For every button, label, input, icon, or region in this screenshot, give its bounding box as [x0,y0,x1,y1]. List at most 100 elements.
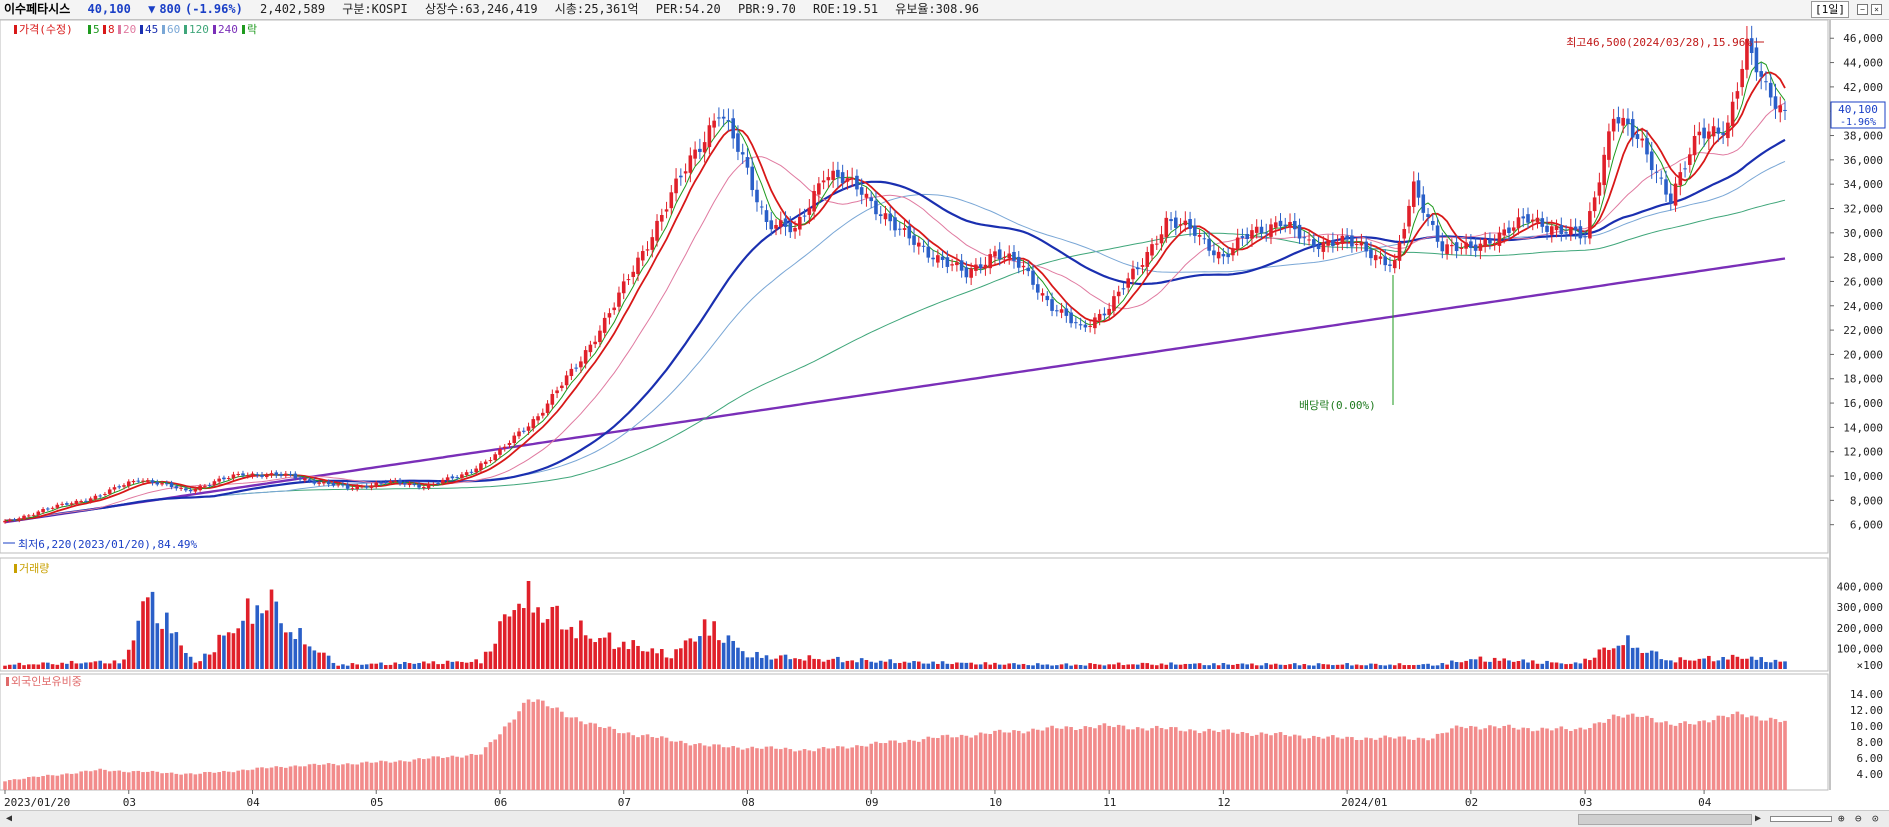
legend-marker [14,564,17,573]
candle [978,264,983,269]
foreign-bar [1321,738,1326,790]
volume-bar [1488,661,1492,669]
foreign-bar [1278,732,1283,790]
foreign-bar [759,748,764,790]
candle [1354,244,1359,246]
zoom-reset-icon[interactable]: ⊙ [1872,812,1879,825]
volume-bar [769,659,774,669]
volume-bar [1235,663,1240,669]
candle [788,222,793,233]
foreign-bar [1116,724,1121,790]
foreign-bar [450,755,455,790]
candle [588,344,593,353]
zoom-in-icon[interactable]: ⊕ [1838,812,1845,825]
volume-bar [736,647,740,669]
volume-bar [150,591,155,669]
candle [740,152,745,155]
volume-bar [131,640,136,669]
close-button[interactable]: × [1871,4,1882,15]
ma8-line [4,71,1786,522]
foreign-bar [441,757,445,790]
low-annotation: 최저6,220(2023/01/20),84.49% [18,538,198,551]
legend-label: 8 [108,23,115,36]
volume-bar [1016,664,1021,669]
volume-bar [474,659,478,669]
foreign-bar [1440,733,1445,790]
y-tick-label: 46,000 [1843,32,1883,45]
candle [1697,131,1702,136]
foreign-bar [840,746,845,790]
foreign-bar [1764,720,1768,790]
scroll-bar[interactable]: ◀ ▶ ⊕ ⊖ ⊙ [0,810,1889,827]
volume-bar [712,621,716,669]
foreign-bar [664,737,669,790]
y-tick-label: 24,000 [1843,300,1883,313]
volume-bar [579,620,583,669]
scroll-right-icon[interactable]: ▶ [1755,813,1762,824]
foreign-bar [398,760,402,790]
foreign-bar [893,740,897,790]
volume-bar [241,620,245,669]
foreign-bar [336,765,340,790]
candle [326,481,331,485]
foreign-bar [1588,727,1592,790]
volume-bar [393,662,398,669]
candle [1288,221,1292,228]
stock-name[interactable]: 이수페타시스 [4,2,71,16]
candle [1773,96,1778,109]
volume-bar [1226,664,1230,669]
stock-chart[interactable]: 6,000 8,000 10,000 12,000 14,000 16,000 18,000… [0,19,1889,810]
volume-bar [188,656,193,669]
period-selector[interactable]: [1일] [1811,1,1849,18]
zoom-slider[interactable] [1770,816,1832,822]
foreign-bar [1635,716,1640,790]
candle [745,157,750,168]
foreign-bar [1692,724,1697,790]
volume-bar [626,649,631,669]
volume-bar [983,662,988,669]
legend-marker [213,25,216,34]
candle [1745,39,1749,70]
volume-bar [326,655,331,669]
volume-bar [469,661,474,669]
candle [560,385,564,389]
volume-bar [1012,663,1016,669]
candle [1450,244,1454,247]
volume-bar [517,603,521,669]
candle [69,503,74,505]
volume-bar [1783,661,1787,669]
foreign-bar [12,779,17,790]
volume-bar [1416,664,1421,669]
foreign-bar [1307,738,1311,790]
legend-label: 락 [247,23,257,36]
volume-bar [602,637,607,669]
scroll-left-icon[interactable]: ◀ [6,813,13,824]
zoom-out-icon[interactable]: ⊖ [1855,812,1862,825]
foreign-bar [1559,726,1564,790]
candle [1716,127,1721,134]
minimize-button[interactable]: − [1857,4,1868,15]
volume-bar [650,648,655,669]
volume-bar [1707,655,1711,669]
volume-bar [1159,663,1164,669]
candle [1445,244,1449,254]
candle [736,133,740,152]
foreign-bar [179,774,183,790]
volume-bar [1331,665,1335,669]
foreign-bar [350,764,355,790]
volume-bar [1188,663,1192,669]
candle [626,279,631,281]
foreign-bar [802,749,807,790]
candle [222,477,226,480]
volume-bar [417,663,421,669]
volume-bar [512,610,517,669]
candle [55,504,60,508]
scroll-thumb[interactable] [1578,814,1752,825]
foreign-bar [307,764,312,790]
candle [1174,217,1178,228]
volume-bar [669,658,674,669]
volume-bar [793,658,797,669]
foreign-bar [26,777,31,790]
candle [317,482,321,484]
volume-bar [255,605,260,669]
